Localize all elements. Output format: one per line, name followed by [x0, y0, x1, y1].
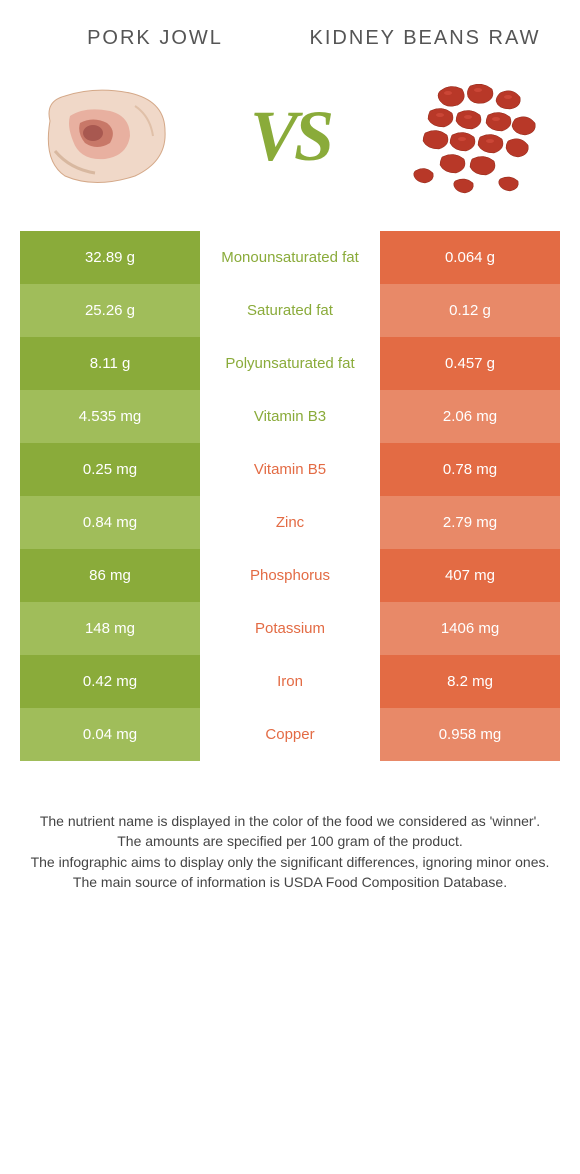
- left-food-title: Pork Jowl: [34, 25, 277, 51]
- nutrient-table: 32.89 gMonounsaturated fat0.064 g25.26 g…: [20, 231, 560, 761]
- nutrient-row: 148 mgPotassium1406 mg: [20, 602, 560, 655]
- nutrient-label: Polyunsaturated fat: [200, 337, 380, 390]
- kidney-beans-image: [400, 71, 550, 201]
- header: Pork Jowl Kidney beans raw: [0, 0, 580, 61]
- nutrient-row: 32.89 gMonounsaturated fat0.064 g: [20, 231, 560, 284]
- left-value: 25.26 g: [20, 284, 200, 337]
- nutrient-label: Vitamin B3: [200, 390, 380, 443]
- right-value: 407 mg: [380, 549, 560, 602]
- left-value: 0.04 mg: [20, 708, 200, 761]
- left-value: 0.84 mg: [20, 496, 200, 549]
- right-value: 0.78 mg: [380, 443, 560, 496]
- nutrient-row: 0.42 mgIron8.2 mg: [20, 655, 560, 708]
- footer-line: The nutrient name is displayed in the co…: [30, 811, 550, 831]
- left-value: 0.25 mg: [20, 443, 200, 496]
- nutrient-row: 25.26 gSaturated fat0.12 g: [20, 284, 560, 337]
- nutrient-label: Phosphorus: [200, 549, 380, 602]
- left-value: 8.11 g: [20, 337, 200, 390]
- right-value: 0.958 mg: [380, 708, 560, 761]
- right-value: 2.06 mg: [380, 390, 560, 443]
- right-value: 0.457 g: [380, 337, 560, 390]
- left-value: 86 mg: [20, 549, 200, 602]
- footer-line: The main source of information is USDA F…: [30, 872, 550, 892]
- nutrient-row: 86 mgPhosphorus407 mg: [20, 549, 560, 602]
- right-food-title: Kidney beans raw: [304, 25, 547, 51]
- vs-label: VS: [250, 95, 330, 178]
- pork-jowl-image: [30, 71, 180, 201]
- nutrient-row: 8.11 gPolyunsaturated fat0.457 g: [20, 337, 560, 390]
- footer-line: The infographic aims to display only the…: [30, 852, 550, 872]
- right-value: 8.2 mg: [380, 655, 560, 708]
- nutrient-label: Monounsaturated fat: [200, 231, 380, 284]
- nutrient-label: Zinc: [200, 496, 380, 549]
- nutrient-row: 0.84 mgZinc2.79 mg: [20, 496, 560, 549]
- right-value: 2.79 mg: [380, 496, 560, 549]
- left-value: 148 mg: [20, 602, 200, 655]
- nutrient-label: Iron: [200, 655, 380, 708]
- nutrient-label: Saturated fat: [200, 284, 380, 337]
- left-value: 4.535 mg: [20, 390, 200, 443]
- nutrient-label: Copper: [200, 708, 380, 761]
- right-value: 1406 mg: [380, 602, 560, 655]
- right-value: 0.064 g: [380, 231, 560, 284]
- nutrient-label: Vitamin B5: [200, 443, 380, 496]
- nutrient-row: 0.25 mgVitamin B50.78 mg: [20, 443, 560, 496]
- nutrient-row: 4.535 mgVitamin B32.06 mg: [20, 390, 560, 443]
- nutrient-row: 0.04 mgCopper0.958 mg: [20, 708, 560, 761]
- footer-notes: The nutrient name is displayed in the co…: [0, 761, 580, 912]
- nutrient-label: Potassium: [200, 602, 380, 655]
- vs-row: VS: [0, 61, 580, 231]
- right-value: 0.12 g: [380, 284, 560, 337]
- left-value: 32.89 g: [20, 231, 200, 284]
- footer-line: The amounts are specified per 100 gram o…: [30, 831, 550, 851]
- left-value: 0.42 mg: [20, 655, 200, 708]
